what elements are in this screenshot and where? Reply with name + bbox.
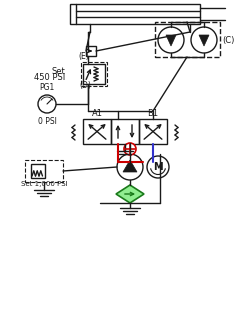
Text: (C): (C) <box>222 36 234 45</box>
Polygon shape <box>123 160 137 172</box>
Text: 450 PSI: 450 PSI <box>34 74 65 82</box>
Text: Set: Set <box>51 67 65 76</box>
Bar <box>83 64 105 84</box>
Bar <box>25 160 63 182</box>
Bar <box>86 46 96 56</box>
Text: 0 PSI: 0 PSI <box>38 117 56 126</box>
Bar <box>111 119 139 144</box>
Bar <box>139 119 167 144</box>
Text: A1: A1 <box>92 109 102 118</box>
Bar <box>70 4 200 24</box>
Polygon shape <box>166 35 176 46</box>
Text: Set 1,000 PSI: Set 1,000 PSI <box>21 181 67 187</box>
Text: B1: B1 <box>148 109 158 118</box>
Text: (E): (E) <box>78 52 90 61</box>
Bar <box>81 62 107 86</box>
Bar <box>31 164 45 178</box>
Text: M: M <box>153 162 163 172</box>
Bar <box>83 119 111 144</box>
Text: PG1: PG1 <box>40 83 54 92</box>
Bar <box>155 22 220 57</box>
Polygon shape <box>199 35 209 46</box>
Polygon shape <box>116 185 144 203</box>
Text: (D): (D) <box>79 81 91 90</box>
Circle shape <box>124 143 136 155</box>
